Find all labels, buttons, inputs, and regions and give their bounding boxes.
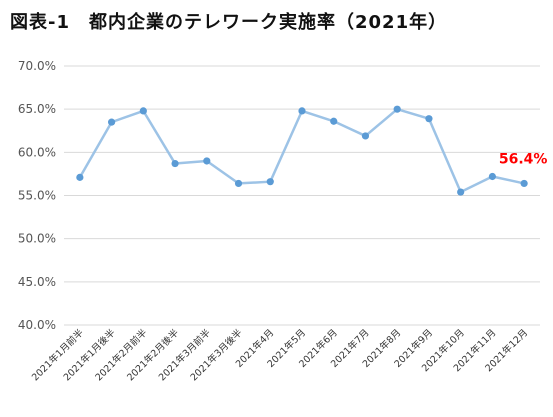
data-point [171, 159, 179, 168]
y-tick-label: 50.0% [18, 232, 56, 246]
data-point [361, 132, 370, 140]
y-axis-ticks: 40.0% 45.0% 50.0% 55.0% 60.0% 65.0% 70.0% [18, 59, 56, 332]
y-tick-label: 60.0% [18, 145, 56, 159]
data-label-layer: 56.4% [499, 151, 548, 167]
data-point [457, 188, 465, 196]
series-line [78, 107, 525, 194]
data-point [108, 118, 116, 126]
data-label: 56.4% [499, 151, 548, 167]
data-point [488, 172, 496, 181]
data-point [139, 107, 147, 115]
data-point [393, 105, 401, 113]
y-tick-label: 65.0% [18, 102, 56, 116]
point-layer [76, 105, 528, 196]
y-tick-label: 40.0% [18, 318, 56, 332]
data-point [298, 107, 306, 115]
data-point [330, 117, 338, 125]
data-point [203, 157, 211, 165]
y-tick-label: 55.0% [18, 189, 56, 203]
data-point [234, 179, 243, 188]
series-layer [78, 107, 525, 194]
data-point [425, 115, 433, 123]
data-point [520, 179, 528, 188]
x-axis-ticks: 2021年1月前半2021年1月後半2021年2月前半2021年2月後半2021… [29, 327, 530, 384]
y-tick-label: 70.0% [18, 59, 56, 73]
grid-layer [64, 65, 540, 326]
chart-title: 図表-1 都内企業のテレワーク実施率（2021年） [10, 12, 448, 33]
data-point [266, 178, 274, 186]
y-tick-label: 45.0% [18, 275, 56, 289]
data-point [76, 173, 84, 181]
